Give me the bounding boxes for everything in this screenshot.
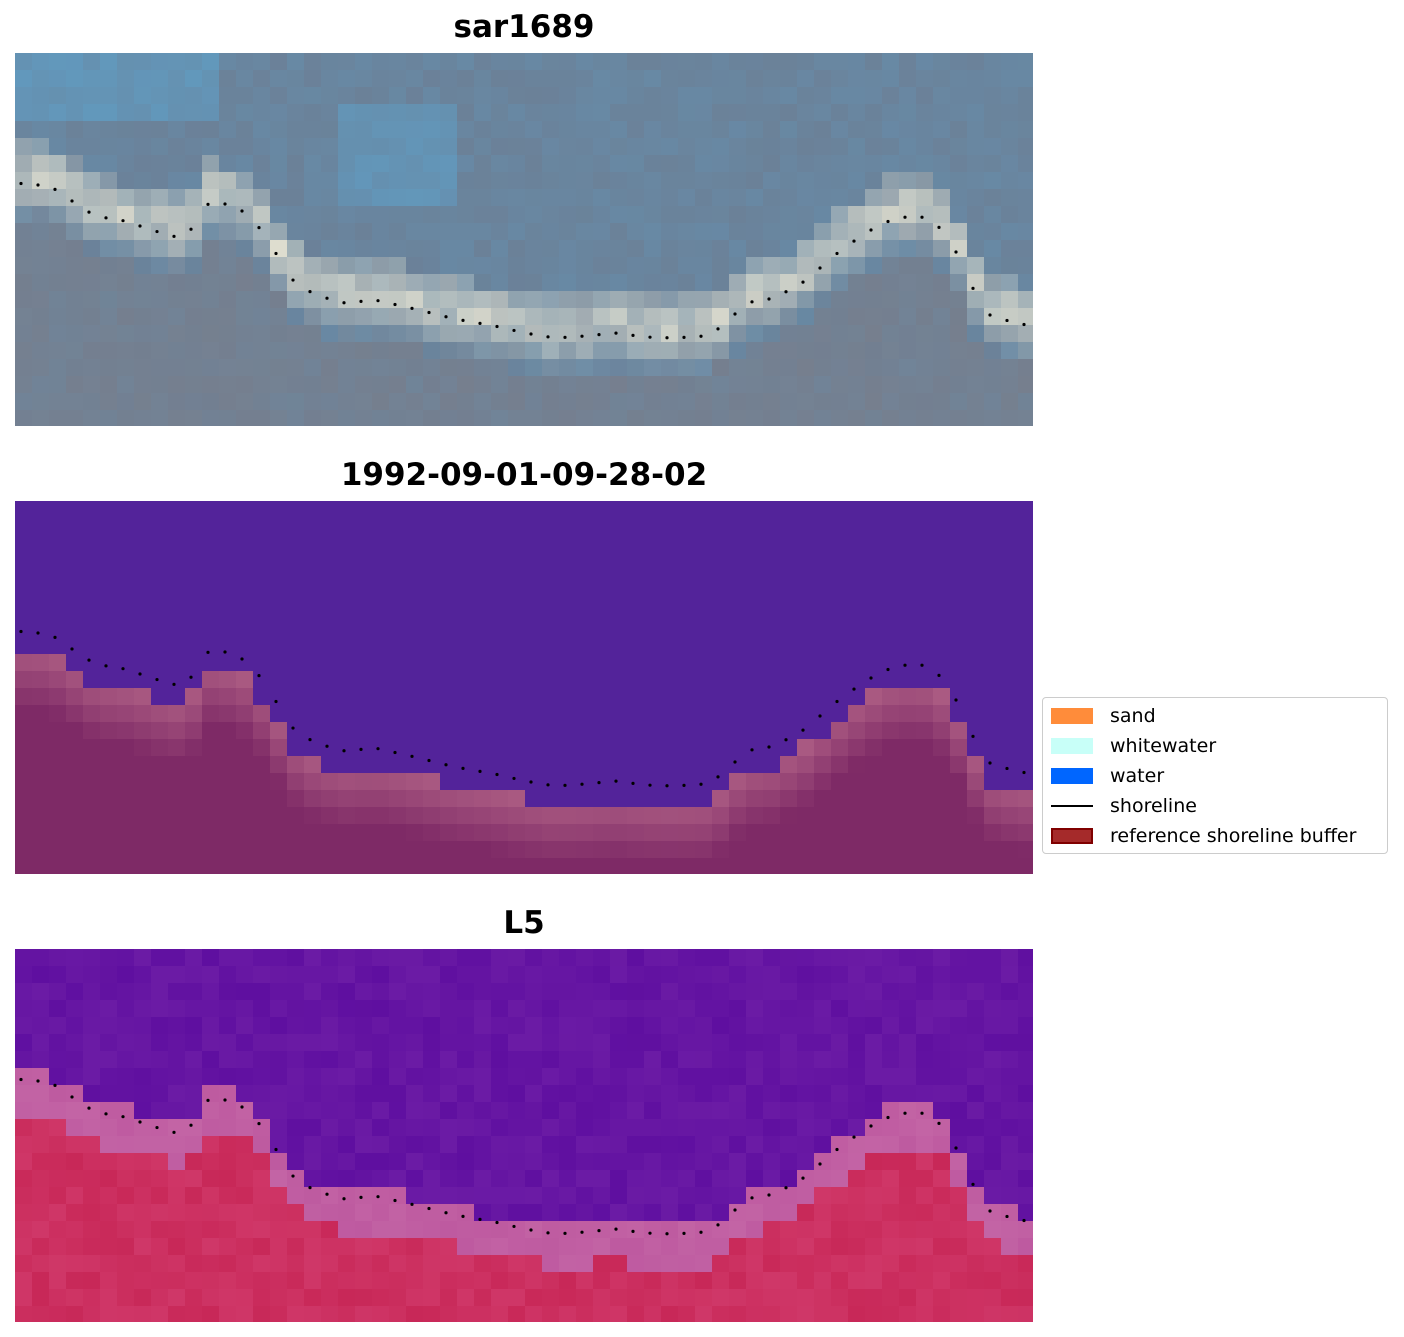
legend-item-whitewater: whitewater: [1051, 735, 1217, 757]
legend-label-whitewater: whitewater: [1110, 735, 1217, 757]
legend-label-shoreline: shoreline: [1110, 795, 1197, 817]
legend-item-shoreline: shoreline: [1051, 795, 1197, 817]
water-swatch: [1051, 768, 1093, 784]
panel-title-rgb: sar1689: [453, 9, 595, 45]
shoreline-line-swatch: [1051, 805, 1093, 807]
legend-item-water: water: [1051, 765, 1165, 787]
reference-buffer-swatch: [1051, 828, 1093, 844]
panel-title-index: L5: [503, 905, 545, 941]
whitewater-swatch: [1051, 738, 1093, 754]
panel-title-classification: 1992-09-01-09-28-02: [340, 457, 708, 493]
rgb-image-panel: [15, 53, 1033, 426]
rgb-image: [15, 53, 1033, 426]
legend-label-sand: sand: [1110, 705, 1156, 727]
sand-swatch: [1051, 708, 1093, 724]
legend-item-reference-buffer: reference shoreline buffer: [1051, 825, 1357, 847]
legend: sand whitewater water shoreline referenc…: [1042, 697, 1388, 854]
classification-image: [15, 501, 1033, 874]
index-panel: [15, 949, 1033, 1322]
classification-panel: [15, 501, 1033, 874]
shoreline-dots: [19, 629, 1026, 788]
legend-label-water: water: [1110, 765, 1165, 787]
shoreline-dots: [19, 1077, 1026, 1236]
legend-item-sand: sand: [1051, 705, 1156, 727]
legend-label-reference-buffer: reference shoreline buffer: [1110, 825, 1357, 847]
shoreline-dots: [19, 181, 1026, 340]
index-image: [15, 949, 1033, 1322]
